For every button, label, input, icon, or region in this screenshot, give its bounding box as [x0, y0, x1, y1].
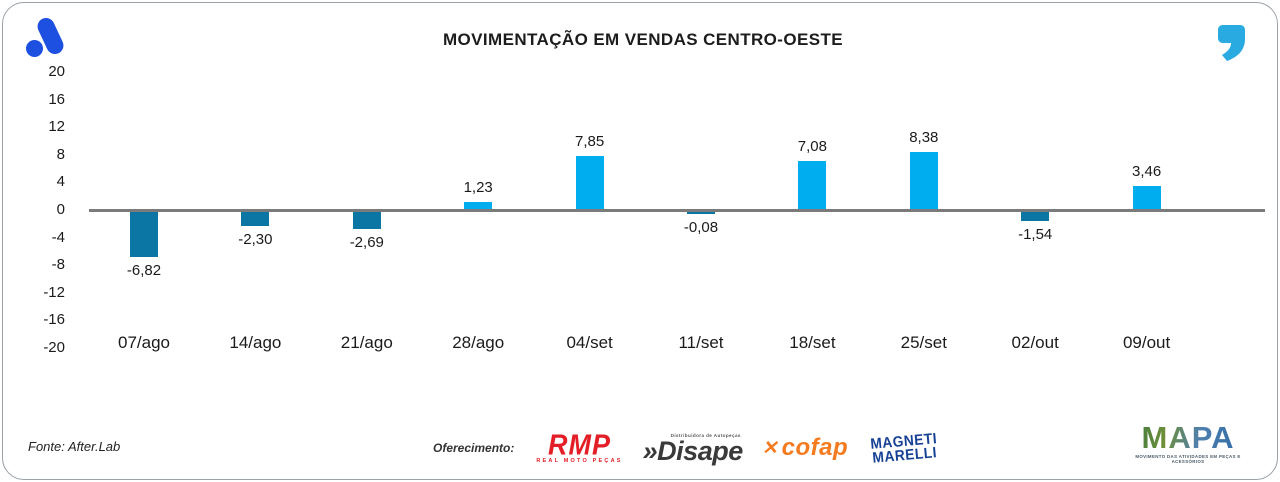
- bar: [241, 210, 270, 226]
- bar-value-label: -2,30: [238, 230, 273, 248]
- mapa-logo-caption: MOVIMENTO DAS ATIVIDADES EM PEÇAS E ACES…: [1135, 454, 1241, 464]
- bar: [909, 152, 938, 210]
- x-tick-label: 25/set: [900, 333, 947, 352]
- x-tick-label: 28/ago: [452, 333, 505, 352]
- bar: [687, 210, 715, 214]
- x-tick-label: 14/ago: [229, 333, 282, 352]
- bar-value-label: 1,23: [463, 178, 493, 196]
- mapa-logo: MAPA MOVIMENTO DAS ATIVIDADES EM PEÇAS E…: [1133, 422, 1243, 464]
- y-tick-label: 8: [56, 145, 65, 163]
- rmp-logo-caption: REAL MOTO PEÇAS: [536, 457, 623, 464]
- x-tick-label: 04/set: [566, 333, 613, 352]
- y-tick-label: -20: [43, 339, 65, 356]
- marelli-line: MARELLI: [872, 443, 938, 466]
- bar-value-label: 8,38: [909, 129, 939, 147]
- bar: [352, 210, 381, 229]
- y-tick-label: 0: [56, 201, 65, 218]
- bar-value-label: -2,69: [349, 233, 384, 251]
- cofap-x-icon: ✕: [760, 437, 781, 459]
- bar-value-label: -1,54: [1018, 225, 1053, 243]
- x-tick-label: 02/out: [1011, 333, 1059, 352]
- x-tick-label: 11/set: [678, 333, 724, 352]
- bar: [130, 210, 158, 258]
- x-tick-label: 18/set: [789, 333, 836, 352]
- x-tick-label: 21/ago: [340, 333, 393, 352]
- y-tick-label: 12: [48, 118, 65, 136]
- bar: [464, 201, 493, 210]
- bar-value-label: 3,46: [1131, 163, 1162, 181]
- disape-chevrons-icon: »: [642, 435, 658, 466]
- zero-axis-line: [89, 208, 1265, 212]
- bar: [575, 155, 604, 210]
- bar-value-label: -6,82: [126, 262, 162, 280]
- disape-logo-caption: Distribuidora de Autopeças: [670, 432, 741, 438]
- afterlab-logo-dot: [26, 40, 43, 57]
- disape-logo-text: »Disape: [642, 435, 744, 466]
- y-tick-label: -16: [43, 311, 65, 329]
- sponsor-label: Oferecimento:: [433, 441, 515, 455]
- bar: [798, 161, 827, 210]
- sponsor-row: Oferecimento: RMP REAL MOTO PEÇAS Distri…: [433, 425, 941, 471]
- rmp-logo: RMP REAL MOTO PEÇAS: [536, 428, 623, 464]
- mapa-logo-text: MAPA: [1133, 422, 1243, 453]
- disape-logo: Distribuidora de Autopeças »Disape: [642, 432, 744, 466]
- quote-icon: [1218, 25, 1245, 66]
- cofap-logo: ✕ cofap: [760, 434, 849, 462]
- magneti-marelli-logo: MAGNETI MARELLI: [867, 430, 942, 466]
- y-tick-label: -4: [51, 228, 65, 246]
- bar-value-label: -0,08: [683, 219, 719, 236]
- y-tick-label: 4: [56, 173, 65, 191]
- y-tick-label: 16: [48, 90, 65, 108]
- bar: [1021, 210, 1050, 221]
- y-tick-label: -12: [43, 283, 65, 301]
- y-tick-label: 20: [48, 63, 65, 80]
- source-note: Fonte: After.Lab: [28, 439, 121, 454]
- x-tick-label: 07/ago: [118, 333, 170, 352]
- chart-title: MOVIMENTAÇÃO EM VENDAS CENTRO-OESTE: [443, 30, 843, 49]
- rmp-logo-text: RMP: [548, 428, 611, 461]
- cofap-logo-text: cofap: [781, 434, 849, 461]
- bar-chart: 20 16 12 8 4 0 -4 -8 -12 -16 -20 -6,82 07/ago -2,30 14…: [3, 3, 1279, 481]
- x-tick-label: 09/out: [1122, 333, 1171, 352]
- afterlab-logo-icon: [25, 14, 75, 62]
- bar: [1132, 186, 1161, 210]
- bar-value-label: 7,08: [797, 138, 827, 156]
- y-tick-label: -8: [51, 256, 65, 274]
- bar-value-label: 7,85: [574, 132, 605, 150]
